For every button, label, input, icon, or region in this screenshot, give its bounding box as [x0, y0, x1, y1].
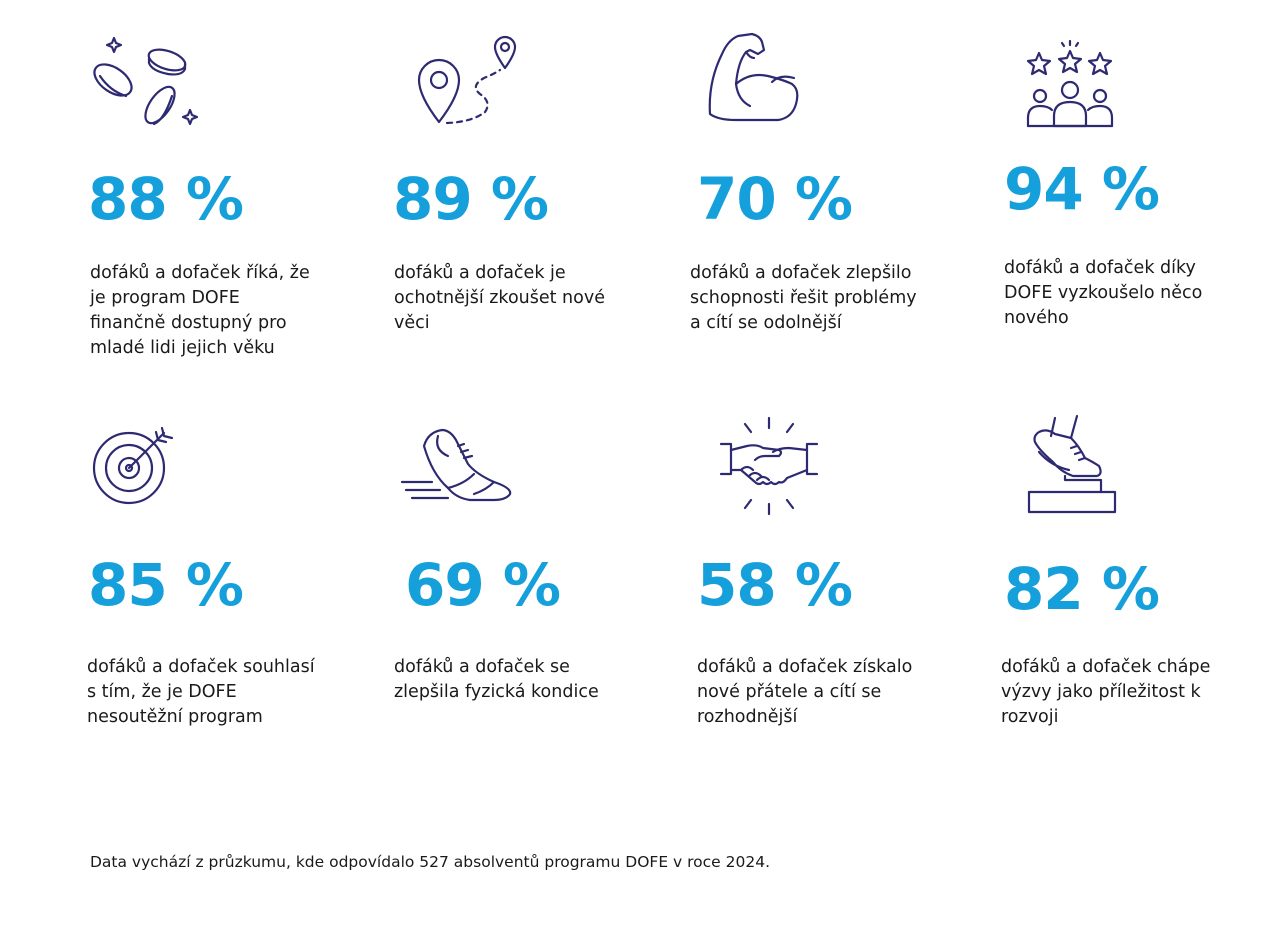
target-icon — [92, 426, 174, 508]
stat-value-4: 94 % — [1004, 155, 1160, 223]
stat-text-7: dofáků a dofaček získalo nové přátele a … — [697, 657, 913, 727]
step-up-icon — [1027, 414, 1119, 514]
stat-text-2: dofáků a dofaček je ochotnější zkoušet n… — [394, 263, 605, 333]
stat-text-1: dofáků a dofaček říká, že je program DOF… — [90, 263, 310, 358]
running-shoe-icon — [398, 424, 516, 504]
stat-text-8: dofáků a dofaček chápe výzvy jako přílež… — [1001, 657, 1211, 727]
coins-icon — [92, 36, 207, 131]
flexed-arm-icon — [706, 32, 801, 124]
stat-value-7: 58 % — [697, 551, 853, 619]
stat-value-2: 89 % — [393, 165, 549, 233]
stat-text-4: dofáků a dofaček díky DOFE vyzkoušelo ně… — [1004, 258, 1203, 328]
stat-value-6: 69 % — [405, 551, 561, 619]
stat-text-3: dofáků a dofaček zlepšilo schopnosti řeš… — [690, 263, 917, 333]
stat-text-5: dofáků a dofaček souhlasí s tím, že je D… — [87, 657, 315, 727]
stat-value-1: 88 % — [88, 165, 244, 233]
stat-value-8: 82 % — [1004, 555, 1160, 623]
stat-value-5: 85 % — [88, 551, 244, 619]
route-pin-icon — [412, 34, 522, 129]
group-stars-icon — [1024, 38, 1116, 130]
footnote: Data vychází z průzkumu, kde odpovídalo … — [90, 853, 771, 871]
stat-text-6: dofáků a dofaček se zlepšila fyzická kon… — [394, 657, 599, 702]
stat-value-3: 70 % — [697, 165, 853, 233]
handshake-icon — [719, 416, 819, 516]
